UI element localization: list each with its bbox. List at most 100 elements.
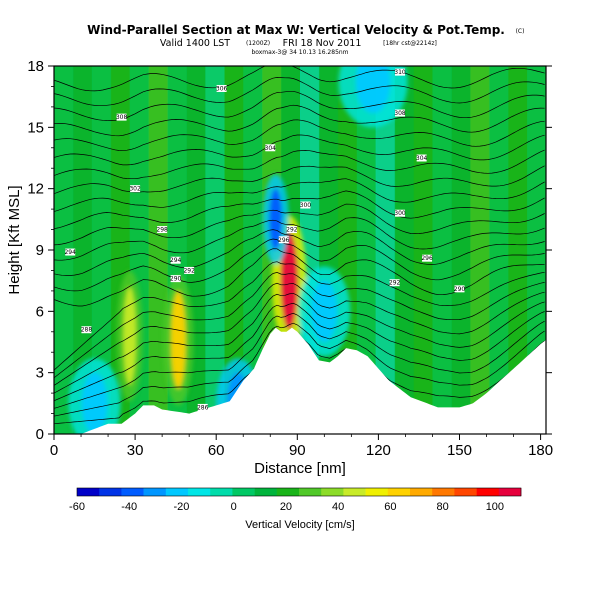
valid-time: Valid 1400 LST <box>160 38 230 49</box>
theta-contour <box>54 229 545 276</box>
colorbar-swatch <box>387 488 411 496</box>
theta-label: 308 <box>116 113 127 121</box>
y-tick-label: 18 <box>27 58 44 75</box>
colorbar-swatch <box>476 488 500 496</box>
colorbar: -60 -40 -20 0 20 40 60 80 100 <box>69 487 522 513</box>
colorbar-swatch <box>121 488 144 496</box>
theta-label-text: 300 <box>394 210 406 217</box>
velocity-features <box>68 66 408 434</box>
theta-label-box <box>389 279 400 287</box>
theta-label-box <box>300 201 311 209</box>
theta-label-box <box>278 236 289 244</box>
theta-label-text: 304 <box>416 155 428 162</box>
x-tick-label: 30 <box>127 442 144 459</box>
theta-label-text: 310 <box>394 69 406 76</box>
theta-label-box <box>130 185 141 193</box>
run-info: [18hr cst@2214z] <box>383 40 437 47</box>
x-tick-label: 90 <box>289 442 306 459</box>
theta-label-text: 294 <box>170 257 182 264</box>
colorbar-tick-label: 40 <box>332 501 344 513</box>
velocity-band <box>375 66 396 434</box>
y-axis: 0 3 6 9 12 15 18 <box>27 58 552 443</box>
theta-label: 300 <box>394 209 406 217</box>
colorbar-swatch <box>321 488 344 496</box>
theta-label-text: 304 <box>265 145 277 152</box>
theta-contour <box>54 272 545 379</box>
theta-contour <box>54 238 545 292</box>
colorbar-tick-label: 0 <box>231 501 237 513</box>
velocity-band <box>72 66 93 434</box>
theta-label-text: 296 <box>278 237 290 244</box>
theta-contour <box>54 77 545 107</box>
x-tick-label: 120 <box>366 442 391 459</box>
colorbar-swatch <box>343 488 366 496</box>
x-axis-label: Distance [nm] <box>254 460 346 477</box>
theta-contour <box>54 66 545 92</box>
theta-label: 296 <box>421 254 433 262</box>
plot-area: 3083063043083103043023003002982962962942… <box>54 66 546 434</box>
velocity-band <box>148 66 169 434</box>
theta-label-text: 298 <box>156 227 168 234</box>
x-tick-label: 180 <box>528 442 553 459</box>
valid-date: FRI 18 Nov 2011 <box>283 38 362 49</box>
x-axis: 0 30 60 90 120 150 180 <box>50 434 553 459</box>
theta-contour <box>54 322 545 417</box>
theta-label-text: 290 <box>170 276 182 283</box>
colorbar-tick-label: 20 <box>280 501 292 513</box>
x-tick-label: 60 <box>208 442 225 459</box>
velocity-band <box>508 66 528 434</box>
theta-label: 292 <box>389 279 401 287</box>
colorbar-tick-label: -60 <box>69 501 85 513</box>
colorbar-swatch <box>498 488 522 496</box>
theta-label: 292 <box>286 226 298 234</box>
theta-label: 290 <box>454 285 465 293</box>
theta-label-text: 300 <box>300 202 312 209</box>
theta-label: 296 <box>278 236 290 244</box>
theta-label-text: 292 <box>286 227 298 234</box>
theta-label-box <box>184 266 195 274</box>
theta-label-box <box>395 209 406 217</box>
colorbar-tick-label: -40 <box>121 501 137 513</box>
colorbar-title: Vertical Velocity [cm/s] <box>245 519 354 531</box>
theta-label: 292 <box>183 266 195 274</box>
colorbar-tick-label: 80 <box>437 501 449 513</box>
velocity-band <box>432 66 452 434</box>
theta-contour <box>54 190 545 230</box>
velocity-band <box>470 66 490 434</box>
theta-label-text: 294 <box>64 249 76 256</box>
updraft-core <box>170 290 186 390</box>
y-tick-label: 15 <box>27 119 44 136</box>
theta-label-box <box>286 226 297 234</box>
colorbar-swatch <box>410 488 433 496</box>
colorbar-swatch <box>165 488 189 496</box>
theta-label-box <box>265 144 276 152</box>
theta-label: 300 <box>300 201 312 209</box>
theta-contour <box>54 119 545 152</box>
theta-label-text: 288 <box>81 327 93 334</box>
theta-label-text: 296 <box>421 255 433 262</box>
theta-label: 304 <box>265 144 277 152</box>
velocity-band <box>527 66 546 434</box>
theta-contour <box>54 292 545 394</box>
theta-contour <box>54 90 545 121</box>
footer-id: boxmax-3@ 34 10.13 16.285nm <box>251 49 348 56</box>
theta-label: 302 <box>129 185 141 193</box>
colorbar-swatch <box>454 488 477 496</box>
theta-contours <box>54 66 545 425</box>
colorbar-tick-label: -20 <box>174 501 190 513</box>
chart-title: Wind-Parallel Section at Max W: Vertical… <box>87 23 505 37</box>
theta-label-box <box>170 256 181 264</box>
theta-label-text: 286 <box>197 404 209 411</box>
theta-label-box <box>454 285 465 293</box>
updraft-core <box>123 286 137 385</box>
theta-contour <box>54 149 545 180</box>
theta-label-box <box>65 248 76 256</box>
velocity-band <box>91 66 112 434</box>
colorbar-swatch <box>143 488 167 496</box>
colorbar-swatch <box>77 488 100 496</box>
theta-label: 306 <box>216 84 228 92</box>
y-axis-label: Height [Kft MSL] <box>6 185 23 294</box>
downdraft-core <box>81 372 108 434</box>
colorbar-swatch <box>232 488 255 496</box>
